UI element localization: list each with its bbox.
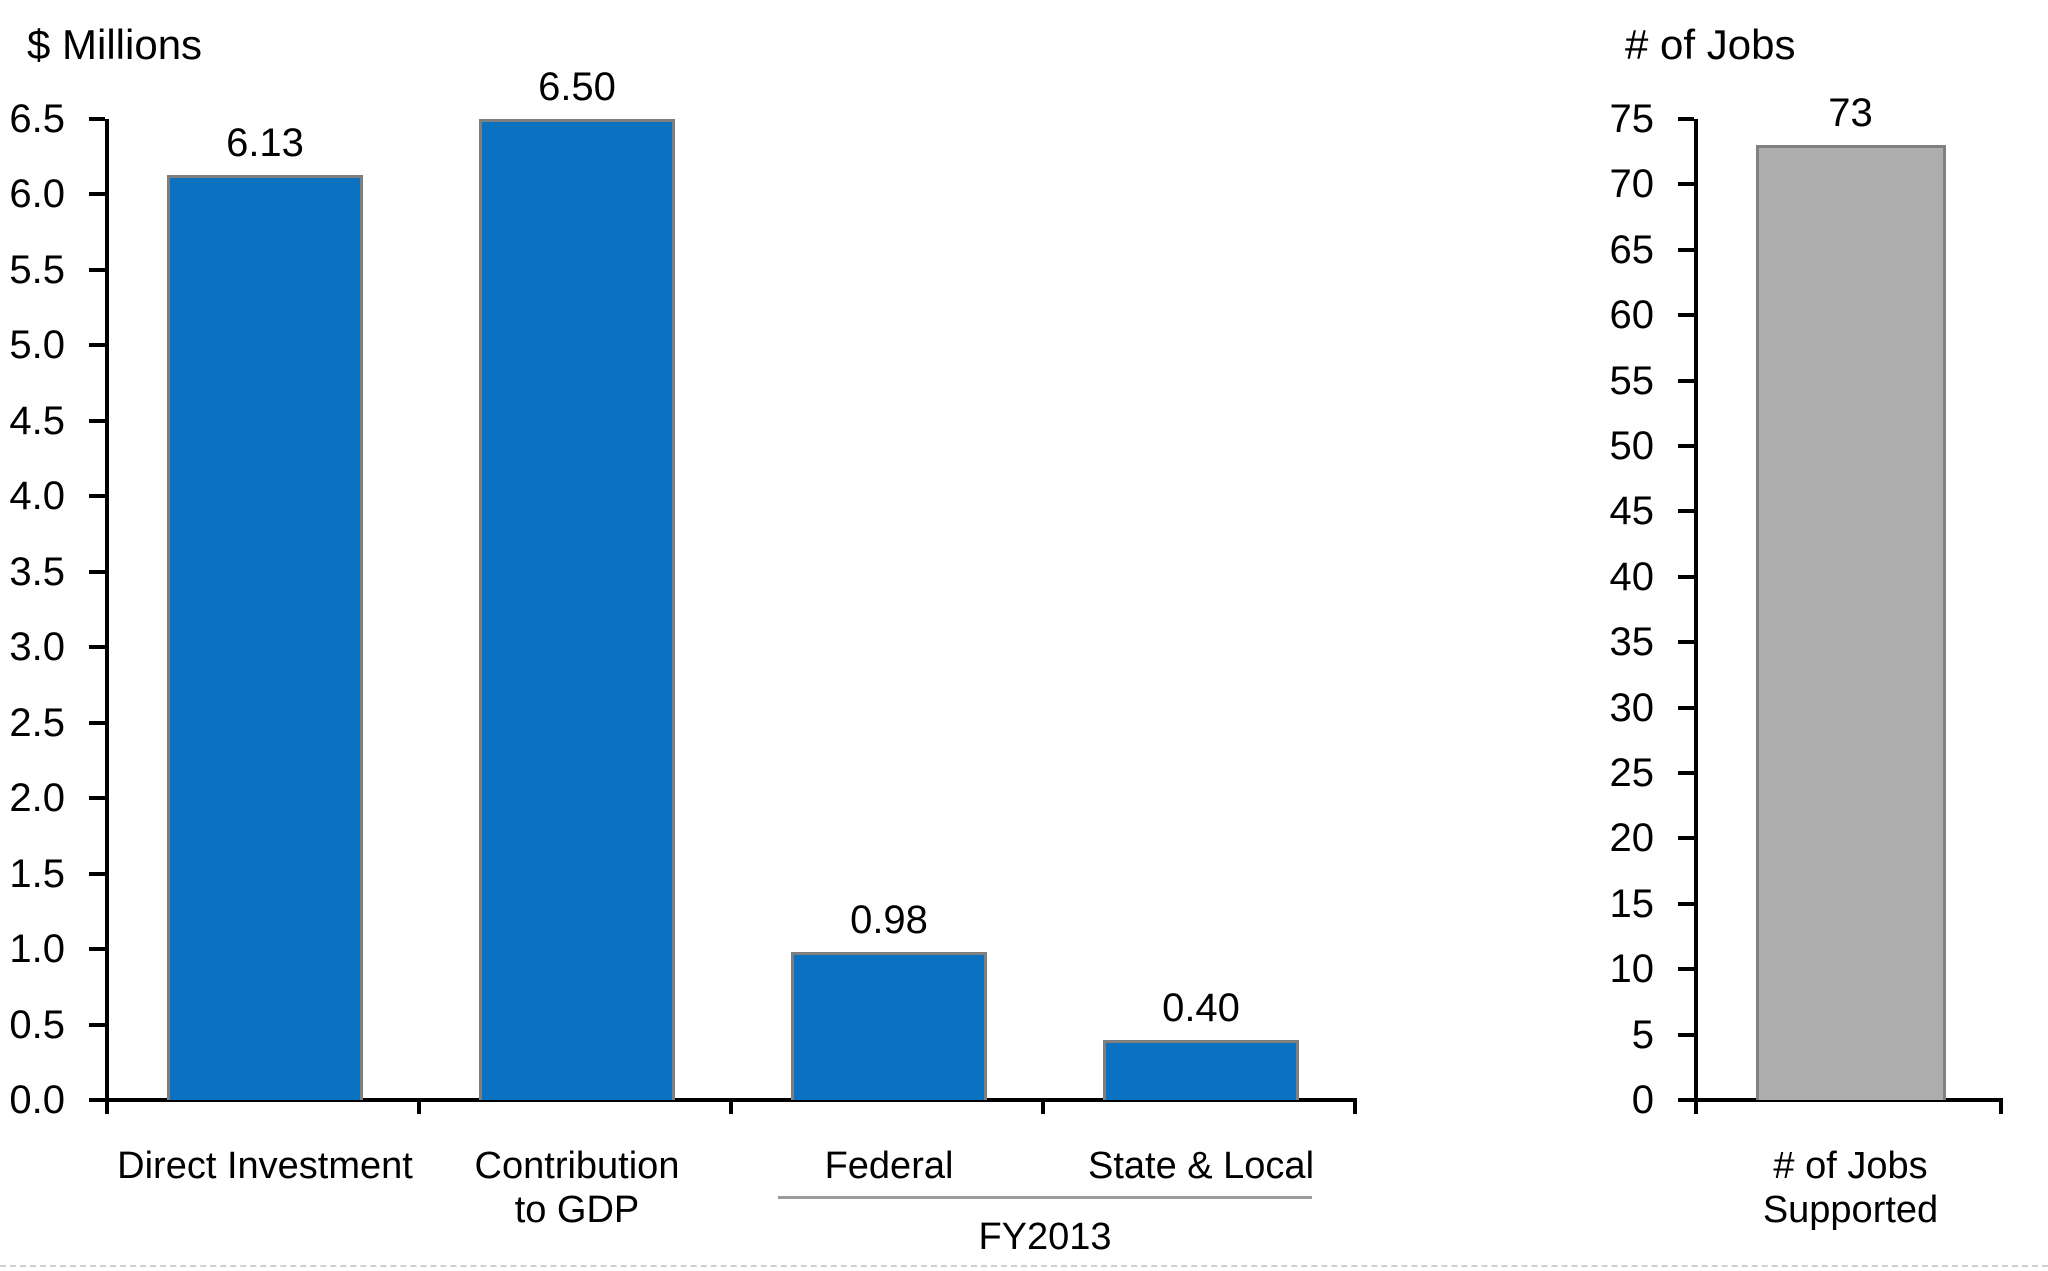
- bar-value-label: 6.13: [226, 120, 304, 165]
- bar: [1103, 1039, 1299, 1100]
- y-tick-label: 0.0: [9, 1078, 65, 1122]
- bar-value-label: 0.40: [1162, 985, 1240, 1030]
- y-tick: [1678, 836, 1694, 841]
- y-tick: [89, 1022, 105, 1027]
- y-axis: [105, 119, 109, 1114]
- y-tick-label: 35: [1609, 620, 1655, 665]
- y-tick: [1678, 117, 1694, 121]
- x-axis-tick: [729, 1100, 733, 1114]
- x-axis-tick: [417, 1100, 421, 1114]
- category-label: State & Local: [1087, 1145, 1315, 1187]
- y-tick: [89, 569, 105, 574]
- x-axis-tick: [1041, 1100, 1045, 1114]
- y-tick-label: 20: [1609, 816, 1655, 861]
- y-tick-label: 10: [1609, 947, 1655, 992]
- y-tick: [89, 871, 105, 876]
- category-label: # of Jobs Supported: [1762, 1145, 1939, 1231]
- y-tick: [1678, 247, 1694, 252]
- y-tick: [1678, 705, 1694, 710]
- bar: [479, 119, 675, 1100]
- y-tick: [89, 117, 105, 121]
- y-tick: [1678, 182, 1694, 187]
- y-tick-label: 75: [1609, 97, 1655, 141]
- y-tick-label: 1.0: [9, 927, 65, 972]
- y-axis: [1694, 119, 1698, 1114]
- y-tick-label: 0.5: [9, 1002, 65, 1047]
- bar-value-label: 0.98: [850, 898, 928, 943]
- y-tick-label: 4.5: [9, 398, 65, 443]
- y-tick-label: 6.5: [9, 97, 65, 141]
- category-label: Direct Investment: [117, 1145, 413, 1187]
- page-bottom-divider: [0, 1265, 2048, 1267]
- y-tick: [1678, 313, 1694, 318]
- fiscal-year-group-label: FY2013: [978, 1216, 1112, 1258]
- y-tick-label: 70: [1609, 162, 1655, 207]
- millions-chart-title: $ Millions: [27, 21, 203, 68]
- y-tick-label: 55: [1609, 358, 1655, 403]
- y-tick: [89, 418, 105, 423]
- y-tick: [1678, 509, 1694, 514]
- y-tick: [1678, 640, 1694, 645]
- y-tick-label: 6.0: [9, 172, 65, 217]
- y-tick-label: 5.5: [9, 247, 65, 292]
- y-tick-label: 0: [1631, 1078, 1654, 1122]
- y-tick: [1678, 901, 1694, 906]
- y-tick-label: 2.0: [9, 776, 65, 821]
- x-axis-tick: [1999, 1100, 2003, 1114]
- y-tick-label: 30: [1609, 685, 1655, 730]
- y-tick: [89, 947, 105, 952]
- y-tick-label: 5.0: [9, 323, 65, 368]
- y-tick: [1678, 574, 1694, 579]
- y-tick-label: 45: [1609, 489, 1655, 534]
- bar: [791, 952, 987, 1100]
- y-tick: [89, 192, 105, 197]
- y-tick-label: 40: [1609, 554, 1655, 599]
- y-tick-label: 3.5: [9, 549, 65, 594]
- category-label: Federal: [824, 1145, 954, 1187]
- y-tick-label: 1.5: [9, 851, 65, 896]
- bar: [167, 174, 363, 1100]
- y-tick-label: 3.0: [9, 625, 65, 670]
- y-tick: [89, 267, 105, 272]
- y-tick-label: 60: [1609, 293, 1655, 338]
- bar-value-label: 6.50: [538, 65, 616, 109]
- y-tick: [1678, 444, 1694, 448]
- y-tick-label: 15: [1609, 881, 1655, 926]
- y-tick: [89, 494, 105, 499]
- y-tick: [89, 343, 105, 348]
- fiscal-year-group-line: [778, 1196, 1312, 1199]
- bar-value-label: 73: [1828, 91, 1873, 136]
- x-axis-tick: [1353, 1100, 1357, 1114]
- y-tick: [89, 645, 105, 650]
- y-tick-label: 65: [1609, 227, 1655, 272]
- jobs-chart-title: # of Jobs: [1625, 21, 1796, 68]
- y-tick: [89, 1098, 105, 1102]
- bar: [1755, 145, 1946, 1100]
- y-tick-label: 50: [1609, 424, 1655, 468]
- y-tick-label: 4.0: [9, 474, 65, 519]
- y-tick-label: 2.5: [9, 700, 65, 745]
- y-tick-label: 25: [1609, 751, 1655, 795]
- x-axis: [1694, 1098, 2003, 1102]
- y-tick: [1678, 1098, 1694, 1102]
- y-tick: [1678, 1032, 1694, 1037]
- y-tick-label: 5: [1631, 1012, 1654, 1057]
- y-tick: [89, 720, 105, 725]
- category-label: Contribution to GDP: [474, 1145, 680, 1231]
- y-tick: [89, 796, 105, 801]
- y-tick: [1678, 771, 1694, 775]
- y-tick: [1678, 967, 1694, 972]
- y-tick: [1678, 378, 1694, 383]
